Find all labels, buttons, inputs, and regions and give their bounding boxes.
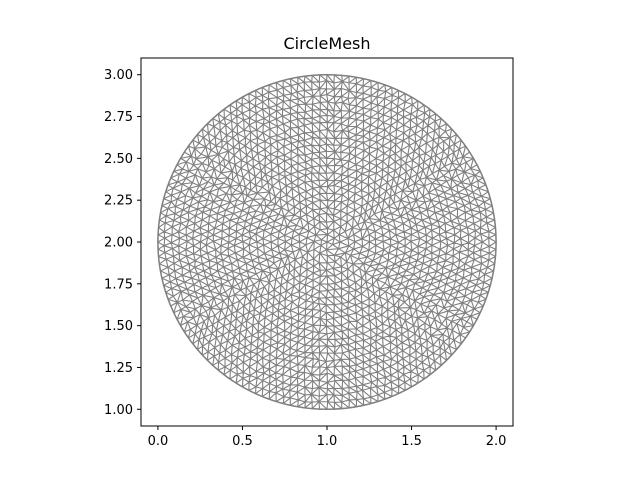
y-tick-label: 2.75 [104, 110, 133, 125]
x-tick-label: 2.0 [486, 434, 507, 449]
y-tick-label: 1.00 [104, 403, 133, 418]
x-tick-label: 0.5 [232, 434, 253, 449]
y-tick-label: 1.50 [104, 319, 133, 334]
x-tick-label: 0.0 [148, 434, 169, 449]
x-tick-label: 1.0 [317, 434, 338, 449]
y-tick-label: 2.25 [104, 194, 133, 209]
y-tick-label: 2.00 [104, 236, 133, 251]
y-tick-label: 1.75 [104, 277, 133, 292]
y-tick-label: 3.00 [104, 68, 133, 83]
y-tick-label: 2.50 [104, 152, 133, 167]
x-tick-label: 1.5 [401, 434, 422, 449]
mesh-edges [157, 74, 497, 410]
chart-title: CircleMesh [283, 34, 370, 53]
mesh [157, 73, 497, 411]
axes: 0.0 0.5 1.0 1.5 2.0 1.00 1.25 1.50 1.75 2.00 2.25 2… [104, 57, 514, 449]
mesh-boundary [157, 73, 497, 411]
y-tick-label: 1.25 [104, 361, 133, 376]
